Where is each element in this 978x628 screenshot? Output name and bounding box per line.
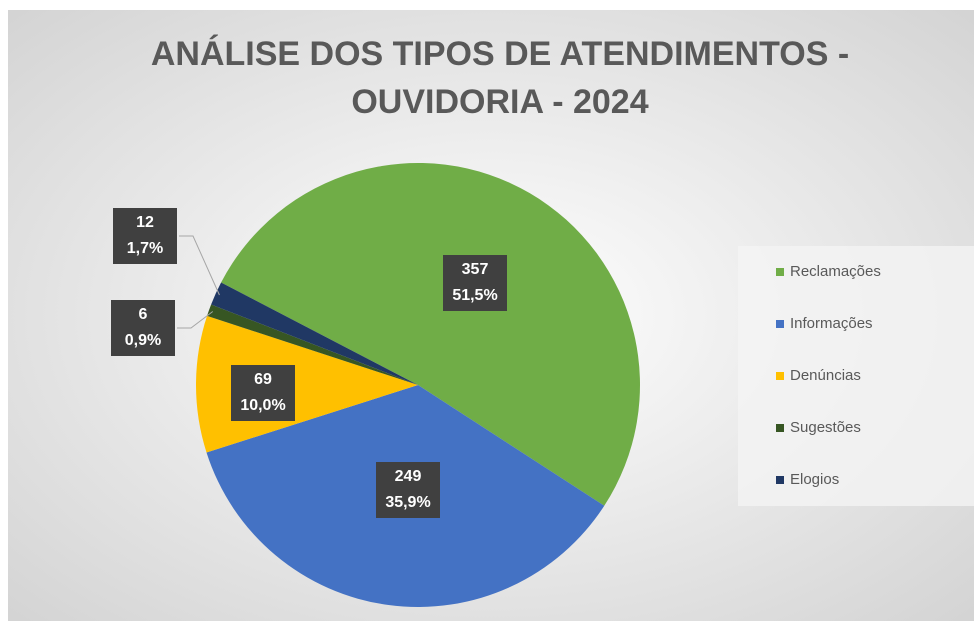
data-label-box <box>376 462 440 518</box>
legend-label: Reclamações <box>790 263 881 280</box>
leader-line <box>179 235 220 296</box>
legend-swatch <box>776 372 784 380</box>
legend-label: Informações <box>790 315 873 332</box>
data-label: 12 <box>136 214 154 231</box>
data-label-box <box>113 208 177 264</box>
data-label: 10,0% <box>240 397 285 414</box>
legend-swatch <box>776 476 784 484</box>
chart-title: ANÁLISE DOS TIPOS DE ATENDIMENTOS - <box>151 35 849 73</box>
legend-swatch <box>776 424 784 432</box>
legend-label: Elogios <box>790 471 839 488</box>
data-label-box <box>111 300 175 356</box>
data-label: 0,9% <box>125 332 161 349</box>
data-label-box <box>231 365 295 421</box>
data-label-box <box>443 255 507 311</box>
legend-label: Sugestões <box>790 419 861 436</box>
legend-swatch <box>776 268 784 276</box>
data-label: 249 <box>395 468 422 485</box>
pie-slice <box>207 304 418 385</box>
data-label: 1,7% <box>127 240 163 257</box>
data-label: 6 <box>139 306 148 323</box>
data-label: 35,9% <box>385 494 430 511</box>
data-label: 69 <box>254 371 272 388</box>
data-label: 51,5% <box>452 287 497 304</box>
pie-slice <box>211 282 418 385</box>
leader-line <box>177 311 214 329</box>
legend-swatch <box>776 320 784 328</box>
chart-title: OUVIDORIA - 2024 <box>351 83 648 121</box>
legend-label: Denúncias <box>790 367 861 384</box>
pie-slice <box>221 162 641 506</box>
data-label: 357 <box>462 261 489 278</box>
